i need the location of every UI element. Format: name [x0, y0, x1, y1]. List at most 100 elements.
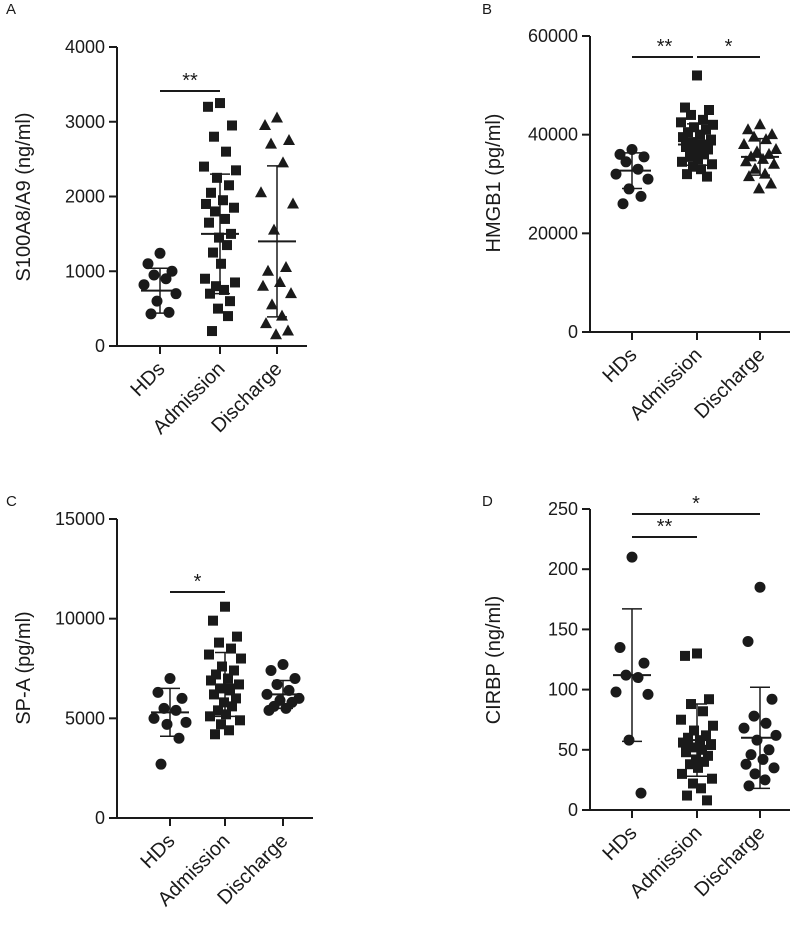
panel-a-data-point	[280, 261, 292, 273]
panel-d-data-point	[763, 744, 775, 756]
panel-c-data-point	[214, 637, 224, 648]
panel-c-data-point	[209, 689, 219, 700]
panel-c-data-point	[271, 678, 283, 690]
panel-d-y-tick-label: 200	[548, 559, 578, 579]
panel-d-data-point	[740, 758, 752, 770]
panel-d-data-point	[751, 734, 763, 746]
panel-b-data-point	[686, 109, 696, 120]
panel-d-data-point	[706, 739, 716, 750]
panel-d-data-point	[743, 780, 755, 792]
panel-a-y-tick-label: 4000	[65, 37, 105, 57]
panel-b-data-point	[754, 118, 766, 130]
panel-a-data-point	[223, 311, 233, 322]
panel-a-data-point	[257, 279, 269, 291]
panel-a-data-point	[285, 287, 297, 299]
panel-a-data-point	[142, 258, 154, 270]
panel-c-data-point	[277, 659, 289, 671]
panel-d-data-point	[701, 730, 711, 741]
panel-a-data-point	[227, 120, 237, 131]
panel-c-data-point	[235, 715, 245, 726]
panel-d-data-point	[687, 742, 697, 753]
panel-b-data-point	[759, 167, 771, 179]
panel-b-data-point	[614, 148, 626, 160]
panel-a-category-label: HDs	[126, 358, 169, 401]
panel-c-y-tick-label: 0	[95, 808, 105, 828]
panel-c-data-point	[232, 631, 242, 642]
panel-d-data-point	[707, 773, 717, 784]
panel-a-data-point	[138, 279, 150, 291]
panel-a-data-point	[268, 223, 280, 235]
panel-a-data-point	[201, 198, 211, 209]
panel-b-data-point	[765, 177, 777, 189]
panel-c-data-point	[227, 701, 237, 712]
panel-d-data-point	[626, 551, 638, 563]
panel-b-y-tick-label: 60000	[528, 26, 578, 46]
panel-a-data-point	[277, 156, 289, 168]
panel-b-data-point	[743, 170, 755, 182]
panel-c-data-point	[225, 685, 235, 696]
panel-d-data-point	[766, 693, 778, 705]
panel-d-data-point	[642, 688, 654, 700]
panel-a-data-point	[229, 202, 239, 213]
panel-c-data-point	[283, 684, 295, 696]
panel-a-data-point	[199, 161, 209, 172]
panel-a-data-point	[259, 118, 271, 130]
panel-d-data-point	[702, 795, 712, 806]
panel-d-data-point	[757, 753, 769, 765]
panel-a-data-point	[215, 98, 225, 109]
panel-b-data-point	[677, 156, 687, 167]
panel-b-data-point	[708, 119, 718, 130]
panel-a-data-point	[212, 172, 222, 183]
panel-a-y-tick-label: 3000	[65, 112, 105, 132]
panel-b-data-point	[691, 146, 701, 157]
panel-d-data-point	[697, 744, 707, 755]
panel-b-letter: B	[482, 1, 492, 18]
panel-c-data-point	[224, 725, 234, 736]
panel-a-data-point	[207, 326, 217, 337]
panel-a-data-point	[214, 232, 224, 243]
panel-d-y-axis-label: CIRBP (ng/ml)	[483, 596, 505, 725]
panel-c-category-label: HDs	[136, 830, 179, 873]
panel-d-data-point	[703, 750, 713, 761]
panel-a-y-tick-label: 1000	[65, 261, 105, 281]
panel-b-data-point	[704, 105, 714, 115]
panel-a-data-point	[210, 206, 220, 217]
panel-d-data-point	[623, 734, 635, 746]
panel-a-data-point	[151, 295, 163, 307]
panel-c-data-point	[158, 702, 170, 714]
panel-b-data-point	[642, 173, 654, 185]
panel-c-data-point	[217, 661, 227, 672]
panel-d-data-point	[770, 729, 782, 741]
panel-a-data-point	[208, 247, 218, 258]
panel-a-data-point	[224, 180, 234, 191]
panel-c-y-tick-label: 5000	[65, 708, 105, 728]
panel-c-data-point	[204, 649, 214, 660]
panel-b-data-point	[692, 70, 702, 81]
panel-a-data-point	[154, 247, 166, 259]
panel-a-y-tick-label: 0	[95, 336, 105, 356]
panel-d-letter: D	[482, 493, 493, 510]
panel-a-data-point	[211, 281, 221, 292]
panel-d-data-point	[760, 717, 772, 729]
panel-a-data-point	[209, 131, 219, 142]
panel-b-data-point	[676, 117, 686, 128]
panel-d-data-point	[698, 706, 708, 717]
panel-d-data-point	[677, 768, 687, 779]
panel-d-y-tick-label: 50	[558, 740, 578, 760]
panel-a-data-point	[271, 111, 283, 123]
panel-b-data-point	[702, 171, 712, 182]
panel-b-data-point	[740, 155, 752, 167]
panel-b-data-point	[681, 142, 691, 152]
panel-a-significance-label: **	[182, 70, 198, 92]
panel-c-data-point	[180, 716, 192, 728]
panel-b-data-point	[682, 169, 692, 180]
panel-a-data-point	[160, 273, 172, 285]
panel-b-data-point	[617, 198, 629, 210]
panel-b-data-point	[766, 128, 778, 140]
panel-d-data-point	[688, 778, 698, 789]
panel-c-data-point	[161, 718, 173, 730]
panel-d-y-tick-label: 0	[568, 800, 578, 820]
panel-a-y-axis-label: S100A8/A9 (ng/ml)	[13, 113, 35, 282]
panel-c-data-point	[263, 704, 275, 716]
